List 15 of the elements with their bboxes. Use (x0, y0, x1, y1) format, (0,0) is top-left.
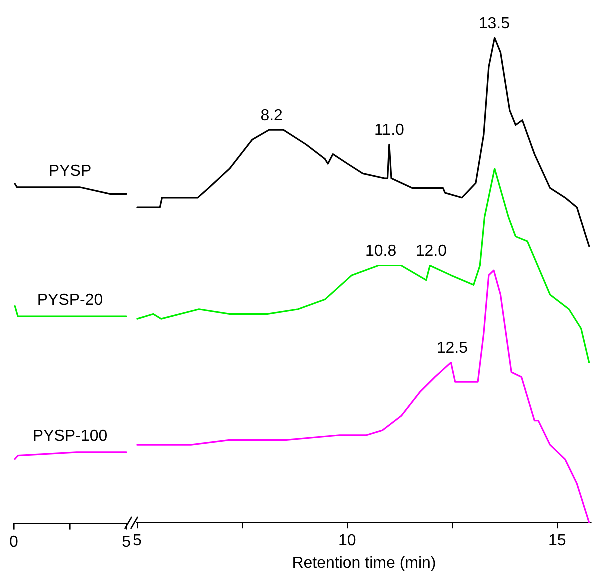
x-tick-label: 10 (338, 532, 356, 550)
annotation: 13.5 (478, 15, 510, 32)
annotation: 12.5 (436, 340, 468, 358)
x-tick-label: 5 (132, 532, 142, 550)
series-label: PYSP-100 (32, 428, 108, 445)
annotation: 10.8 (365, 243, 397, 260)
x-tick-label: 0 (10, 534, 19, 551)
x-tick-label: 5 (122, 534, 132, 551)
x-tick-label: 15 (548, 532, 566, 550)
series-label: PYSP (48, 162, 92, 180)
annotation: 11.0 (374, 122, 404, 140)
x-axis-title: Retention time (min) (292, 554, 436, 572)
series-label: PYSP-20 (37, 292, 104, 309)
annotation: 12.0 (416, 243, 448, 260)
annotation: 8.2 (260, 107, 284, 124)
